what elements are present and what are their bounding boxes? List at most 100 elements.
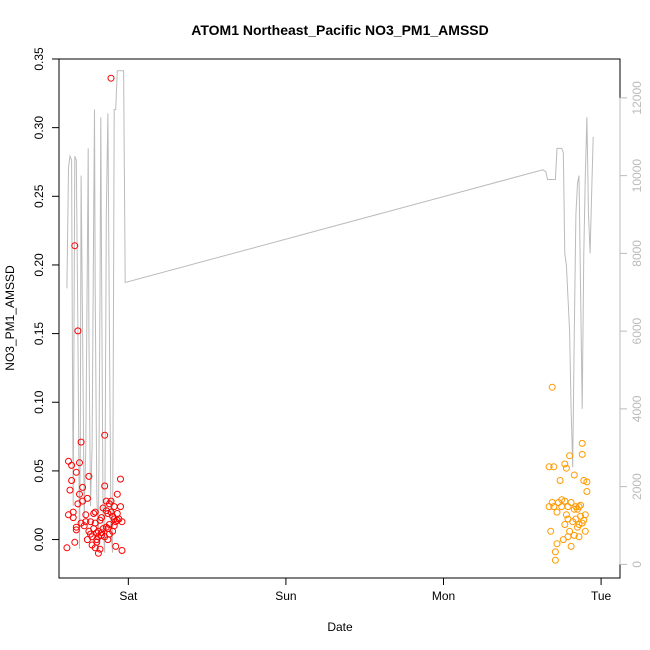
x-tick-label: Sat (119, 589, 138, 603)
plot-frame (58, 58, 621, 579)
x-tick-label: Mon (432, 589, 455, 603)
data-point (101, 533, 109, 541)
y-axis-label: NO3_PM1_AMSSD (3, 265, 17, 371)
data-point (575, 533, 583, 541)
data-point (96, 545, 104, 553)
data-point (547, 527, 555, 535)
data-point (83, 494, 91, 502)
data-point (551, 556, 559, 564)
data-point (76, 459, 83, 467)
y2-axis: 0 2000 4000 6000 8000 10000 12000 (619, 81, 644, 568)
y-tick-label: 0.05 (32, 459, 46, 483)
data-point (72, 526, 80, 534)
data-point (550, 463, 558, 471)
data-point (558, 503, 566, 511)
x-tick-label: Tue (591, 589, 612, 603)
y2-tick-label: 6000 (630, 317, 644, 344)
data-point (63, 544, 71, 552)
data-point (107, 74, 115, 82)
data-point (570, 471, 578, 479)
data-point (87, 518, 94, 526)
data-point (104, 525, 112, 533)
data-point (71, 538, 79, 546)
data-point (561, 521, 569, 528)
data-point (562, 464, 570, 472)
data-points-layer (63, 74, 591, 564)
data-point (566, 527, 574, 535)
data-point (566, 452, 574, 460)
data-point (117, 475, 124, 483)
y-tick-label: 0.10 (32, 390, 46, 414)
data-point (581, 511, 589, 519)
y-tick-label: 0.00 (32, 528, 46, 552)
y-tick-label: 0.20 (32, 253, 46, 277)
y2-tick-label: 12000 (630, 81, 644, 115)
data-point (101, 431, 109, 439)
y-tick-label: 0.35 (32, 47, 46, 71)
data-point (581, 527, 589, 535)
data-point (567, 499, 575, 506)
y2-tick-label: 2000 (630, 473, 644, 500)
data-point (94, 549, 102, 557)
data-point (85, 472, 93, 480)
data-point (118, 518, 126, 526)
data-point (578, 439, 586, 447)
data-point (74, 327, 82, 335)
x-axis-label: Date (327, 620, 353, 634)
data-point (575, 521, 583, 528)
data-point (69, 514, 77, 522)
data-point (66, 486, 74, 494)
y-tick-label: 0.30 (32, 116, 46, 140)
data-point (118, 547, 126, 554)
data-point (561, 497, 569, 505)
data-point (76, 490, 83, 498)
data-point (583, 488, 591, 495)
data-point (578, 450, 586, 458)
data-point (107, 508, 115, 516)
data-point (82, 518, 90, 526)
y2-tick-label: 0 (630, 561, 644, 568)
data-point (117, 503, 124, 511)
y-tick-label: 0.25 (32, 184, 46, 208)
data-point (107, 497, 115, 505)
y2-tick-label: 10000 (630, 159, 644, 193)
data-point (72, 523, 80, 531)
data-point (101, 482, 109, 490)
y2-tick-label: 8000 (630, 240, 644, 267)
data-point (112, 542, 120, 550)
data-point (551, 548, 559, 556)
data-point (82, 511, 90, 519)
data-point (548, 383, 556, 391)
data-point (110, 503, 118, 511)
data-point (71, 242, 79, 250)
data-point (564, 503, 572, 511)
data-point (553, 540, 561, 548)
data-point (77, 438, 85, 446)
y-tick-label: 0.15 (32, 322, 46, 346)
data-point (553, 508, 561, 516)
data-point (575, 503, 583, 511)
data-point (98, 514, 105, 522)
data-point (577, 501, 585, 509)
data-point (105, 521, 113, 528)
data-point (110, 522, 118, 530)
data-point (545, 463, 553, 471)
altitude-line-layer (66, 70, 594, 553)
data-point (567, 542, 575, 550)
x-axis: Sat Sun Mon Tue (119, 577, 612, 603)
data-point (91, 508, 99, 516)
data-point (113, 516, 121, 524)
chart-title: ATOM1 Northeast_Pacific NO3_PM1_AMSSD (191, 22, 488, 38)
data-point (90, 510, 98, 517)
data-point (94, 527, 102, 535)
data-point (561, 460, 569, 468)
data-point (79, 483, 87, 491)
y2-tick-label: 4000 (630, 395, 644, 422)
data-point (562, 511, 570, 519)
data-point (556, 477, 564, 484)
data-point (564, 515, 572, 523)
data-point (65, 457, 72, 465)
data-point (80, 522, 88, 530)
y-axis: 0.00 0.05 0.10 0.15 0.20 0.25 0.30 0.35 (32, 47, 60, 552)
